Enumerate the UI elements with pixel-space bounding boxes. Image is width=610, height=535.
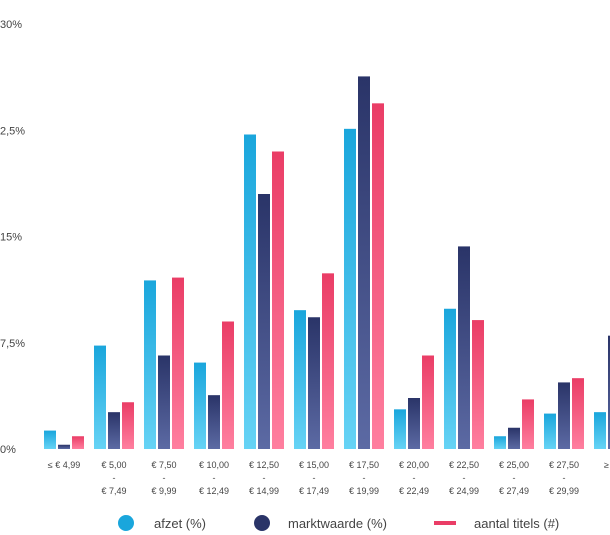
bar-group [44,430,84,449]
bar-group [144,277,184,449]
bar-afzet [544,413,556,449]
bar-marktwaarde [308,317,320,449]
x-tick-label: - [163,473,166,483]
bar-afzet [444,308,456,449]
x-tick-label: € 9,99 [151,486,176,496]
bar-aantal-titels [472,320,484,449]
bar-marktwaarde [558,382,570,449]
y-tick-label: 0% [0,444,16,456]
bar-group [294,273,334,449]
bar-afzet [294,310,306,449]
legend-label: marktwaarde (%) [288,516,387,531]
bar-marktwaarde [158,355,170,449]
bar-aantal-titels [572,378,584,449]
bar-aantal-titels [72,436,84,449]
bar-group [244,134,284,449]
bar-afzet [494,436,506,449]
bar-afzet [94,345,106,449]
bar-marktwaarde [58,444,70,449]
bar-group [194,321,234,449]
bar-group [494,399,534,449]
x-tick-label: € 19,99 [349,486,379,496]
bar-afzet [194,362,206,449]
x-tick-label: - [413,473,416,483]
bar-aantal-titels [322,273,334,449]
legend-marker-circle [118,515,134,531]
bar-afzet [44,430,56,449]
x-tick-label: € 5,00 [101,460,126,470]
bar-group [94,345,134,449]
x-tick-label: - [463,473,466,483]
x-tick-label: - [363,473,366,483]
bar-marktwaarde [408,398,420,449]
legend-marker-line [434,521,456,525]
x-axis: ≤ € 4,99 € 5,00 - € 7,49 € 7,50 - € 9,99 € 10,0… [48,460,610,496]
x-tick-label: € 27,49 [499,486,529,496]
bar-aantal-titels [372,103,384,449]
y-tick-label: 30% [0,19,22,31]
bar-afzet [594,412,606,449]
legend-label: aantal titels (#) [474,516,559,531]
bar-group [444,246,484,449]
x-tick-label: - [313,473,316,483]
bar-afzet [394,409,406,449]
bar-aantal-titels [422,355,434,449]
bar-group [544,378,584,449]
x-tick-label: - [563,473,566,483]
x-tick-label: - [513,473,516,483]
x-tick-label: - [263,473,266,483]
bar-marktwaarde [108,412,120,449]
bar-aantal-titels [272,151,284,449]
y-tick-label: 7,5% [0,338,25,350]
bar-marktwaarde [208,395,220,449]
x-tick-label: ≥ € 3 [604,460,610,470]
bar-group [394,355,434,449]
legend-marker-circle [254,515,270,531]
bar-aantal-titels [222,321,234,449]
x-tick-label: € 12,50 [249,460,279,470]
x-tick-label: ≤ € 4,99 [48,460,80,470]
bar-group [594,335,610,449]
bar-aantal-titels [522,399,534,449]
bar-marktwaarde [508,427,520,449]
legend: afzet (%) marktwaarde (%) aantal titels (#… [118,515,559,531]
x-tick-label: € 17,50 [349,460,379,470]
x-tick-label: € 29,99 [549,486,579,496]
bars-area [44,76,610,450]
bar-aantal-titels [172,277,184,449]
x-tick-label: € 22,50 [449,460,479,470]
bar-group [344,76,384,450]
x-tick-label: € 7,50 [151,460,176,470]
x-tick-label: € 7,49 [101,486,126,496]
bar-afzet [244,134,256,449]
bar-marktwaarde [608,335,610,449]
bar-afzet [344,128,356,450]
bar-aantal-titels [122,402,134,449]
legend-label: afzet (%) [154,516,206,531]
bar-afzet [144,280,156,449]
x-tick-label: - [213,473,216,483]
x-tick-label: € 24,99 [449,486,479,496]
y-axis: 0% 7,5% 15% 2,5% 30% [0,19,25,456]
y-tick-label: 2,5% [0,125,25,137]
x-tick-label: € 15,00 [299,460,329,470]
y-tick-label: 15% [0,232,22,244]
x-tick-label: € 25,00 [499,460,529,470]
x-tick-label: € 12,49 [199,486,229,496]
x-tick-label: € 22,49 [399,486,429,496]
bar-marktwaarde [258,194,270,449]
x-tick-label: € 27,50 [549,460,579,470]
bar-marktwaarde [358,76,370,450]
x-tick-label: € 14,99 [249,486,279,496]
x-tick-label: € 20,00 [399,460,429,470]
x-tick-label: € 17,49 [299,486,329,496]
x-tick-label: - [113,473,116,483]
bar-marktwaarde [458,246,470,449]
x-tick-label: € 10,00 [199,460,229,470]
